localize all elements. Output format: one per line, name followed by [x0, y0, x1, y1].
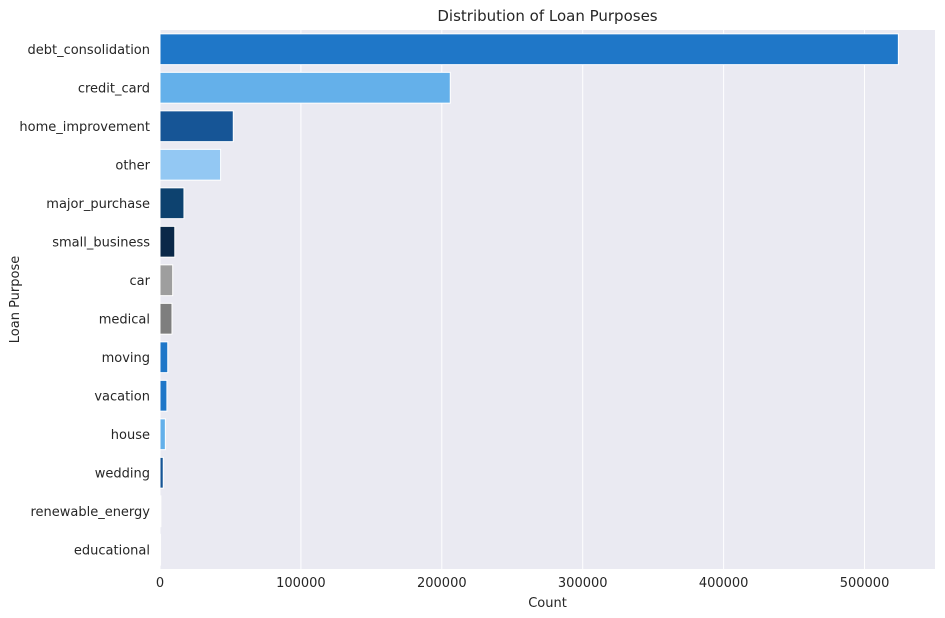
bars [159, 33, 899, 566]
y-tick-label: car [130, 274, 151, 289]
bar-medical [159, 302, 173, 335]
bar-major_purchase [159, 187, 185, 220]
bar-educational [159, 533, 162, 566]
bar-house [159, 418, 166, 451]
x-tick-label: 200000 [417, 576, 467, 591]
y-tick-label: home_improvement [19, 120, 150, 135]
x-tick-label: 300000 [558, 576, 608, 591]
bar-moving [159, 341, 169, 374]
y-tick-label: moving [102, 351, 150, 366]
y-tick-label: wedding [95, 466, 150, 481]
bar-other [159, 148, 222, 181]
y-tick-label: small_business [52, 235, 150, 250]
y-tick-label: educational [74, 543, 150, 558]
bar-credit_card [159, 71, 451, 104]
y-tick-label: debt_consolidation [27, 43, 150, 58]
y-tick-label: medical [99, 312, 150, 327]
y-tick-label: vacation [94, 389, 150, 404]
bar-car [159, 264, 174, 297]
x-axis-label: Count [528, 596, 567, 611]
bar-vacation [159, 379, 168, 412]
y-tick-label: house [111, 428, 150, 443]
bar-home_improvement [159, 110, 234, 143]
bar-wedding [159, 456, 164, 489]
bar-small_business [159, 225, 176, 258]
x-tick-label: 500000 [840, 576, 890, 591]
y-tick-label: renewable_energy [30, 505, 150, 520]
y-tick-label: other [115, 158, 150, 173]
x-tick-label: 100000 [276, 576, 326, 591]
bar-renewable_energy [159, 495, 162, 528]
plot-area [160, 30, 935, 569]
y-tick-label: major_purchase [46, 197, 150, 212]
chart-title: Distribution of Loan Purposes [437, 7, 657, 25]
y-tick-labels: debt_consolidation credit_card home_improv… [19, 43, 150, 559]
y-axis-label: Loan Purpose [8, 256, 23, 343]
x-tick-label: 400000 [699, 576, 749, 591]
bar-debt_consolidation [159, 33, 899, 66]
y-tick-label: credit_card [78, 81, 150, 96]
x-tick-labels: 0 100000 200000 300000 400000 500000 [156, 576, 890, 591]
x-tick-label: 0 [156, 576, 164, 591]
